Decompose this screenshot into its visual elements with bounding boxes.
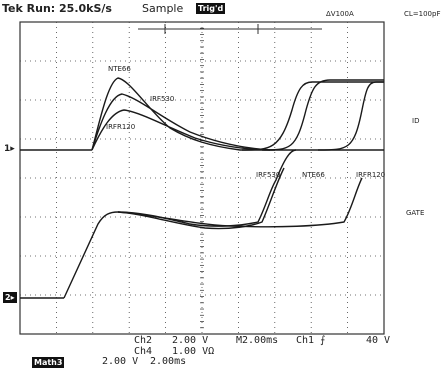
trace-label-irfr120-top: IRFR120 — [106, 123, 136, 131]
trace-gate-ramp — [63, 211, 119, 299]
trigger-level: 40 V — [366, 335, 391, 346]
graticule-grid — [20, 21, 384, 335]
corner-note: CL=100pF — [404, 10, 441, 18]
trace-id-rise-right — [317, 81, 384, 151]
math-badge: Math3 — [32, 357, 65, 368]
trace-id-rise-mid — [261, 79, 384, 151]
acquisition-status: Tek Run: 25.0kS/s — [2, 2, 112, 15]
trigger-source: Ch1 ⨍ — [296, 335, 326, 346]
trace-id-irfr120 — [91, 109, 276, 151]
trace-label-irfr120-bottom: IRFR120 — [356, 171, 386, 179]
ch4-readout: Ch4 — [134, 346, 153, 357]
trace-label-irf530-bottom: IRF530 — [256, 171, 281, 179]
trace-id-nte66 — [91, 77, 384, 151]
math-scale: 2.00 V — [102, 356, 139, 367]
math-time: 2.00ms — [150, 356, 187, 367]
top-right-note: ΔV100A — [326, 10, 354, 18]
id-label: ID — [412, 117, 420, 125]
timebase-readout: M2.00ms — [236, 335, 279, 346]
ch2-readout: Ch2 — [134, 335, 153, 346]
ch2-scale: 2.00 V — [172, 335, 209, 346]
trace-bottom-group — [20, 149, 363, 299]
gate-label: GATE — [406, 209, 425, 217]
ch4-scale: 1.00 VΩ — [172, 346, 215, 357]
channel2-marker: 2▸ — [3, 292, 17, 303]
channel1-marker: 1▸ — [4, 144, 15, 154]
trace-id-irf530 — [91, 93, 271, 151]
trace-id-rise-left — [241, 81, 384, 151]
trace-top-group — [20, 77, 384, 151]
trigger-status-badge: Trig'd — [196, 3, 226, 14]
trace-gate-irfr120 — [117, 177, 363, 228]
trace-label-irf530-top: IRF530 — [150, 95, 175, 103]
trace-label-nte66-top: NTE66 — [108, 65, 131, 73]
acquisition-mode: Sample — [142, 2, 184, 15]
record-bracket — [138, 24, 322, 34]
trace-label-nte66-bottom: NTE66 — [302, 171, 325, 179]
trace-gate-irf530 — [117, 167, 285, 230]
